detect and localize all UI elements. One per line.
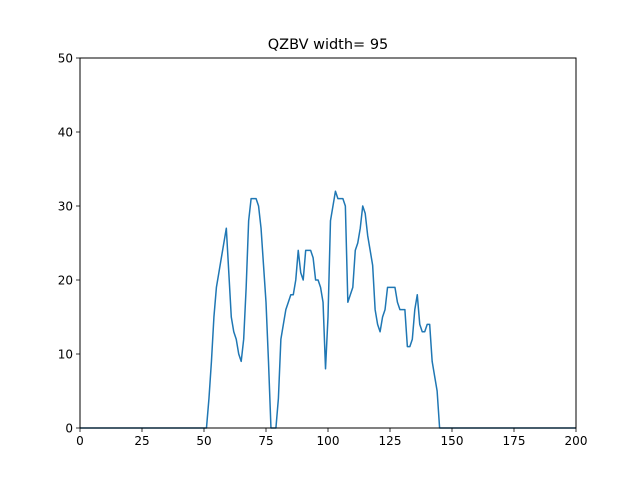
y-tick-label: 30 <box>58 200 73 214</box>
y-tick-label: 10 <box>58 348 73 362</box>
x-tick-label: 0 <box>76 434 84 448</box>
x-tick-label: 150 <box>441 434 464 448</box>
x-tick-label: 125 <box>379 434 402 448</box>
y-tick-label: 40 <box>58 126 73 140</box>
x-tick-label: 100 <box>317 434 340 448</box>
y-tick-label: 0 <box>65 422 73 436</box>
axes-frame <box>79 57 577 429</box>
plot-area <box>80 190 576 429</box>
y-tick-label: 20 <box>58 274 73 288</box>
chart-title: QZBV width= 95 <box>268 37 389 53</box>
x-tick-label: 50 <box>196 434 211 448</box>
x-tick-label: 175 <box>503 434 526 448</box>
x-tick-label: 25 <box>134 434 149 448</box>
y-tick-label: 50 <box>58 52 73 66</box>
axis-ticks: 0 25 50 75 100 125 150 175 200 0 10 20 30 40 50 <box>58 52 588 449</box>
x-tick-label: 75 <box>258 434 273 448</box>
series-line-0 <box>80 190 576 429</box>
x-tick-label: 200 <box>565 434 588 448</box>
